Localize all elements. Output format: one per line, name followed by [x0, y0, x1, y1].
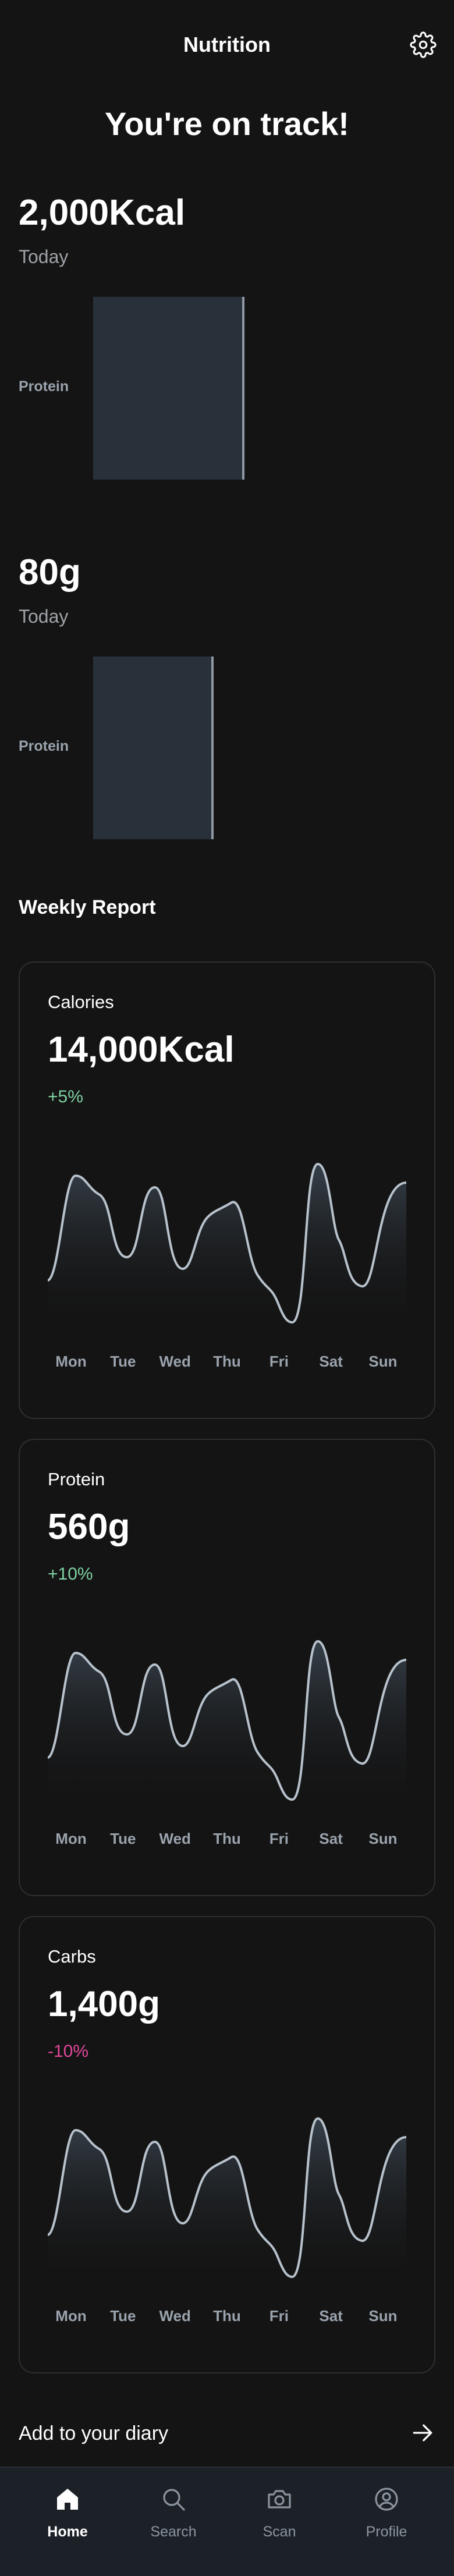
- nav-label: Search: [150, 2524, 197, 2540]
- weekly-line-chart: [48, 2117, 406, 2287]
- protein-progress-bar: [93, 657, 214, 839]
- weekly-card-calories: Calories 14,000Kcal +5% Mon Tue Wed Thu Fri Sat S…: [19, 961, 435, 1419]
- calories-today-period: Today: [19, 246, 69, 267]
- status-message: You're on track!: [105, 105, 349, 142]
- card-value: 1,400g: [48, 1984, 161, 2024]
- camera-icon: [268, 2490, 291, 2508]
- nav-label: Scan: [263, 2524, 296, 2540]
- nav-item-search[interactable]: Search: [133, 2485, 214, 2540]
- day-label: Fri: [269, 1353, 289, 1370]
- add-to-diary-row[interactable]: Add to your diary: [19, 2419, 435, 2448]
- card-title: Protein: [48, 1469, 105, 1489]
- day-label: Sun: [368, 1353, 398, 1370]
- calories-today-stat: 2,000Kcal Today: [19, 192, 185, 268]
- nav-item-scan[interactable]: Scan: [239, 2485, 320, 2540]
- nav-item-home[interactable]: Home: [27, 2485, 108, 2540]
- day-label: Fri: [269, 2307, 289, 2325]
- app-header: Nutrition: [0, 0, 454, 91]
- bar-label: Protein: [19, 378, 69, 395]
- card-change: -10%: [48, 2042, 89, 2061]
- chart-area: [48, 1164, 406, 1333]
- day-label: Mon: [55, 1353, 87, 1370]
- weekly-report-title: Weekly Report: [19, 896, 156, 918]
- card-change: +5%: [48, 1087, 83, 1106]
- day-labels: Mon Tue Wed Thu Fri Sat Sun: [48, 1830, 406, 1848]
- day-label: Wed: [159, 1830, 191, 1847]
- day-label: Thu: [213, 1830, 241, 1847]
- protein-today-period: Today: [19, 606, 69, 627]
- bottom-navigation: Home Search Scan Profile: [0, 2467, 454, 2576]
- day-label: Sat: [319, 1830, 343, 1847]
- day-label: Sun: [368, 1830, 398, 1847]
- day-label: Sat: [319, 2307, 343, 2325]
- protein-today-stat: 80g Today: [19, 552, 81, 627]
- day-label: Tue: [110, 1830, 136, 1847]
- search-icon: [163, 2489, 185, 2511]
- card-title: Calories: [48, 992, 114, 1012]
- gear-icon[interactable]: [410, 31, 437, 58]
- day-labels: Mon Tue Wed Thu Fri Sat Sun: [48, 1353, 406, 1371]
- day-labels: Mon Tue Wed Thu Fri Sat Sun: [48, 2307, 406, 2325]
- protein-today-value: 80g: [19, 552, 81, 592]
- card-value: 14,000Kcal: [48, 1030, 235, 1070]
- day-label: Wed: [159, 1353, 191, 1370]
- calories-today-value: 2,000Kcal: [19, 193, 186, 233]
- nav-label: Profile: [366, 2524, 407, 2540]
- day-label: Mon: [55, 1830, 87, 1847]
- day-label: Tue: [110, 2307, 136, 2325]
- nav-label: Home: [47, 2524, 88, 2540]
- day-label: Fri: [269, 1830, 289, 1847]
- card-title: Carbs: [48, 1946, 96, 1967]
- protein-progress-bar: [93, 297, 244, 480]
- card-value: 560g: [48, 1507, 130, 1547]
- day-label: Mon: [55, 2307, 87, 2325]
- page-title: Nutrition: [183, 33, 271, 56]
- home-icon: [57, 2489, 78, 2510]
- weekly-line-chart: [48, 1162, 406, 1333]
- weekly-card-protein: Protein 560g +10% Mon Tue Wed Thu Fri Sat Sun: [19, 1439, 435, 1896]
- day-label: Sun: [368, 2307, 398, 2325]
- chart-line: [48, 1162, 406, 1324]
- bar-label: Protein: [19, 738, 69, 754]
- arrow-right-icon[interactable]: [410, 2420, 435, 2446]
- card-change: +10%: [48, 1564, 93, 1584]
- day-label: Sat: [319, 1353, 343, 1370]
- nav-item-profile[interactable]: Profile: [346, 2485, 427, 2540]
- profile-icon: [375, 2488, 398, 2511]
- day-label: Tue: [110, 1353, 136, 1370]
- chart-line: [48, 2117, 406, 2279]
- chart-area: [48, 2119, 406, 2287]
- day-label: Thu: [213, 1353, 241, 1370]
- weekly-line-chart: [48, 1640, 406, 1810]
- chart-line: [48, 1640, 406, 1801]
- day-label: Thu: [213, 2307, 241, 2325]
- add-to-diary-label: Add to your diary: [19, 2422, 169, 2444]
- weekly-card-carbs: Carbs 1,400g -10% Mon Tue Wed Thu Fri Sat Sun: [19, 1916, 435, 2373]
- chart-area: [48, 1641, 406, 1810]
- day-label: Wed: [159, 2307, 191, 2325]
